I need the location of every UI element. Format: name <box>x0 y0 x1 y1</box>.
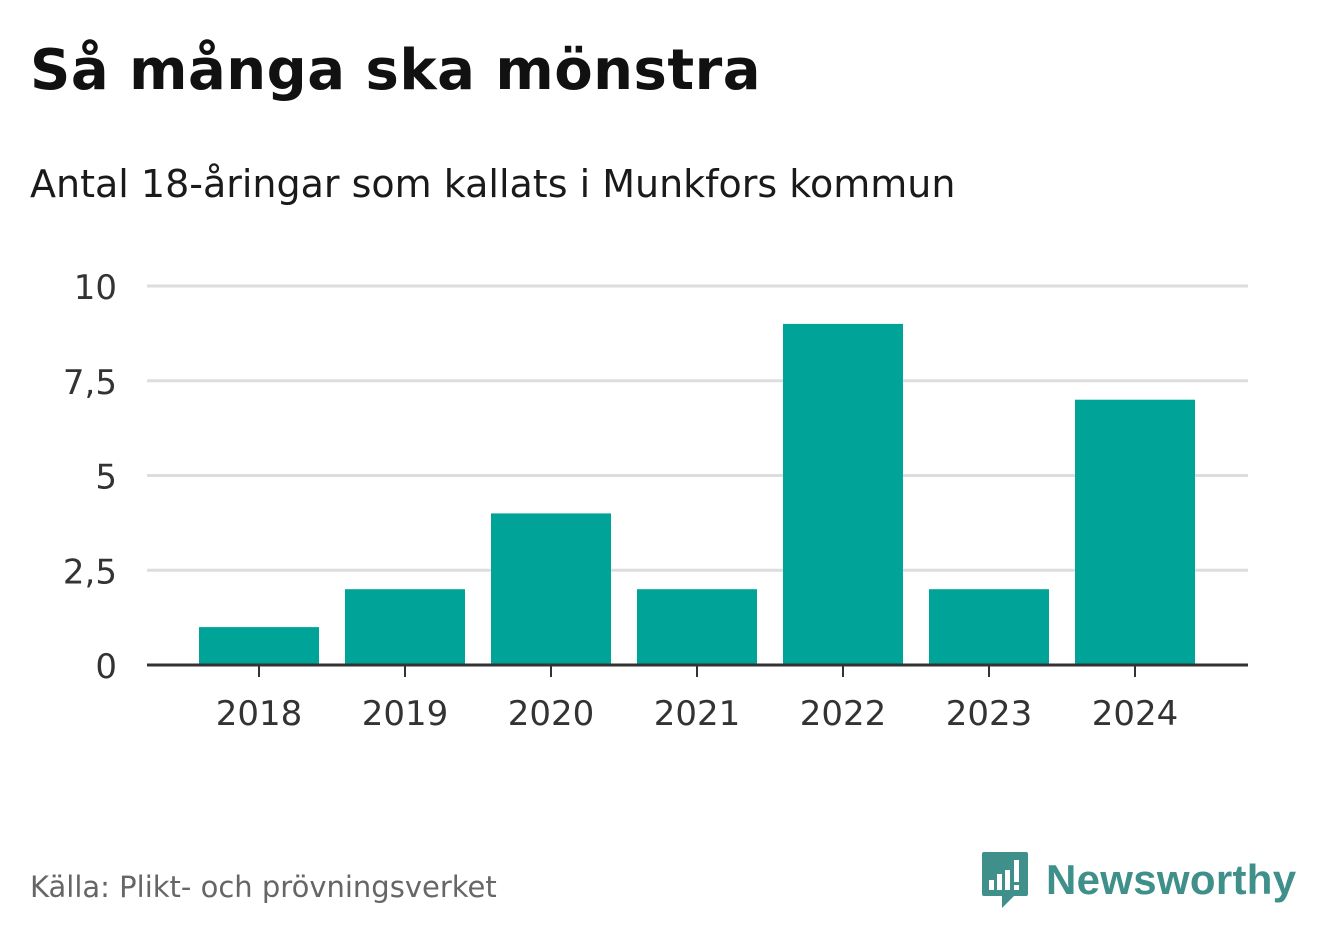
x-tick-label: 2021 <box>654 694 741 734</box>
y-tick-label: 2,5 <box>63 552 117 592</box>
y-axis-tick-labels: 0 2,5 5 7,5 10 <box>63 268 117 687</box>
chart-subtitle: Antal 18-åringar som kallats i Munkfors … <box>30 162 956 206</box>
bar-2018 <box>199 627 319 665</box>
y-tick-label: 7,5 <box>63 363 117 403</box>
x-tick-label: 2019 <box>362 694 449 734</box>
x-tick-label: 2022 <box>800 694 887 734</box>
newsworthy-logo-icon <box>982 852 1028 908</box>
bar-2019 <box>345 589 465 665</box>
x-axis-ticks: 2018 2019 2020 2021 2022 2023 2024 <box>216 665 1179 734</box>
x-tick-label: 2023 <box>946 694 1033 734</box>
brand-logo[interactable]: Newsworthy <box>980 850 1296 910</box>
gridlines <box>147 284 1248 572</box>
source-note: Källa: Plikt- och prövningsverket <box>30 870 497 904</box>
bar-chart: 0 2,5 5 7,5 10 2018 2019 2020 2021 2022 2023 2024 <box>63 268 1248 734</box>
x-tick-label: 2020 <box>508 694 595 734</box>
y-tick-label: 0 <box>95 647 117 687</box>
bar-2023 <box>929 589 1049 665</box>
bar-2024 <box>1075 399 1195 665</box>
brand-name: Newsworthy <box>1046 856 1297 903</box>
x-tick-label: 2018 <box>216 694 303 734</box>
y-tick-label: 5 <box>95 458 117 498</box>
x-tick-label: 2024 <box>1092 694 1179 734</box>
y-tick-label: 10 <box>74 268 117 308</box>
chart-title: Så många ska mönstra <box>30 38 762 103</box>
bar-2021 <box>637 589 757 665</box>
bar-2020 <box>491 513 611 665</box>
bars <box>199 323 1195 665</box>
bar-2022 <box>783 323 903 665</box>
